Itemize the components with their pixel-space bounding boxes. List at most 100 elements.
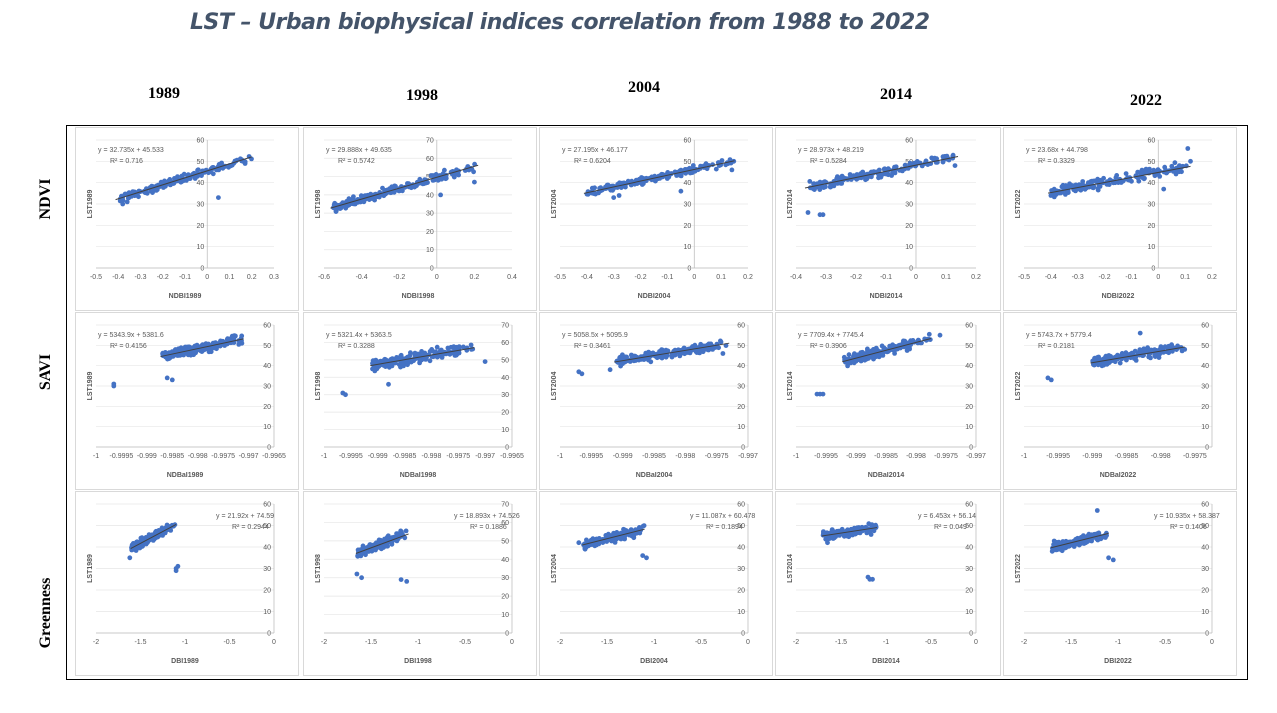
data-point: [687, 170, 693, 176]
data-point: [579, 371, 585, 377]
trendline-equation: y = 18.893x + 74.526: [454, 513, 520, 520]
trendline-equation: y = 21.92x + 74.59: [216, 513, 274, 520]
data-point: [838, 181, 844, 186]
data-point: [718, 338, 723, 344]
y-tick-label: 10: [196, 244, 204, 251]
trendline: [355, 533, 409, 554]
x-tick-label: -0.2: [850, 274, 862, 281]
x-tick-label: -0.999: [1082, 453, 1102, 460]
x-tick-label: 0: [692, 274, 696, 281]
x-tick-label: 0: [1210, 639, 1214, 646]
x-tick-label: -0.9985: [642, 453, 666, 460]
data-point: [893, 164, 899, 170]
data-point: [376, 364, 381, 370]
scatter-panel-savi-1989: 0 10 20 30 40 50 60 -1 -0.9995 -0.999 -0.9985 -0.99…: [75, 312, 299, 490]
data-point: [394, 531, 399, 536]
data-point: [849, 359, 854, 365]
y-tick-label: 50: [263, 343, 271, 350]
data-point: [1065, 185, 1070, 190]
x-axis-title: DBI1998: [404, 658, 432, 665]
y-tick-label: 40: [426, 192, 434, 199]
x-tick-label: -0.9975: [934, 453, 958, 460]
x-tick-label: -0.998: [906, 453, 926, 460]
data-point: [657, 349, 662, 354]
y-tick-label: 30: [263, 384, 271, 391]
x-tick-label: -0.997: [738, 453, 758, 460]
year-label-2022: 2022: [1130, 92, 1162, 109]
y-tick-label: 60: [263, 502, 271, 509]
data-point: [892, 170, 898, 176]
data-point: [176, 352, 181, 358]
x-tick-label: -0.9985: [393, 453, 417, 460]
y-tick-label: 40: [263, 363, 271, 370]
y-tick-label: 10: [1201, 609, 1209, 616]
data-point: [1080, 179, 1086, 184]
scatter-points: [111, 333, 245, 389]
data-point: [1162, 164, 1168, 170]
data-point: [179, 173, 185, 179]
x-tick-label: -0.1: [661, 274, 673, 281]
data-point: [1063, 192, 1068, 197]
trendline: [370, 347, 475, 367]
data-point: [139, 535, 145, 541]
data-point: [641, 523, 647, 528]
data-point: [1094, 508, 1100, 513]
x-tick-label: -0.3: [1072, 274, 1084, 281]
x-axis-title: NDBaI2004: [636, 472, 673, 479]
scatter-points: [354, 528, 410, 584]
x-axis-title: NDBI2022: [1102, 293, 1135, 300]
r-squared-label: R² = 0.1886: [470, 524, 507, 531]
scatter-panel-savi-2014: 0 10 20 30 40 50 60 -1 -0.9995 -0.999 -0.9985 -0.99…: [775, 312, 1001, 490]
y-tick-label: 20: [737, 588, 745, 595]
data-point: [1096, 354, 1101, 360]
y-tick-label: 50: [501, 538, 509, 545]
y-tick-label: 20: [501, 594, 509, 601]
y-tick-label: 0: [200, 266, 204, 273]
y-tick-label: 40: [737, 363, 745, 370]
data-point: [591, 191, 597, 196]
data-point: [370, 366, 375, 372]
data-point: [926, 331, 932, 337]
r-squared-label: R² = 0.5284: [810, 158, 847, 165]
x-tick-label: -0.998: [188, 453, 208, 460]
y-axis-title: LST2004: [551, 371, 558, 400]
data-point: [192, 176, 198, 181]
data-point: [821, 529, 826, 534]
data-point: [419, 349, 424, 354]
data-point: [1114, 173, 1120, 178]
data-point: [361, 199, 367, 205]
trendline: [1090, 346, 1185, 364]
y-tick-label: 60: [965, 502, 973, 509]
x-tick-label: -0.5: [459, 639, 471, 646]
data-point: [1059, 184, 1065, 190]
data-point: [616, 193, 622, 198]
year-label-1989: 1989: [148, 85, 180, 102]
scatter-panel-green-1998: 0 10 20 30 40 50 60 70 -2 -1.5 -1 -0.5 0 DBI1998 LST19…: [303, 491, 537, 676]
x-tick-label: -0.9995: [110, 453, 134, 460]
row-label-savi: SAVI: [37, 353, 54, 391]
data-point: [403, 528, 409, 534]
data-point: [1117, 360, 1123, 366]
data-point: [1166, 343, 1171, 349]
x-tick-label: 0: [746, 639, 750, 646]
data-point: [387, 186, 393, 191]
x-tick-label: -0.998: [421, 453, 441, 460]
y-axis-title: LST2004: [551, 189, 558, 218]
trendline: [842, 338, 932, 363]
data-point: [195, 167, 200, 173]
x-tick-label: 0.2: [470, 274, 480, 281]
x-tick-label: -2: [321, 639, 327, 646]
trendline: [330, 164, 479, 209]
x-axis-title: NDBI1989: [169, 293, 202, 300]
data-point: [420, 181, 426, 187]
y-tick-label: 60: [965, 323, 973, 330]
data-point: [438, 192, 443, 198]
y-axis-title: LST2004: [551, 554, 558, 583]
scatter-points: [127, 522, 181, 574]
data-point: [1112, 359, 1118, 365]
y-axis-title: LST1998: [315, 371, 322, 400]
data-point: [1136, 178, 1142, 184]
data-point: [878, 174, 884, 180]
data-point: [379, 546, 384, 552]
scatter-points: [331, 161, 477, 214]
